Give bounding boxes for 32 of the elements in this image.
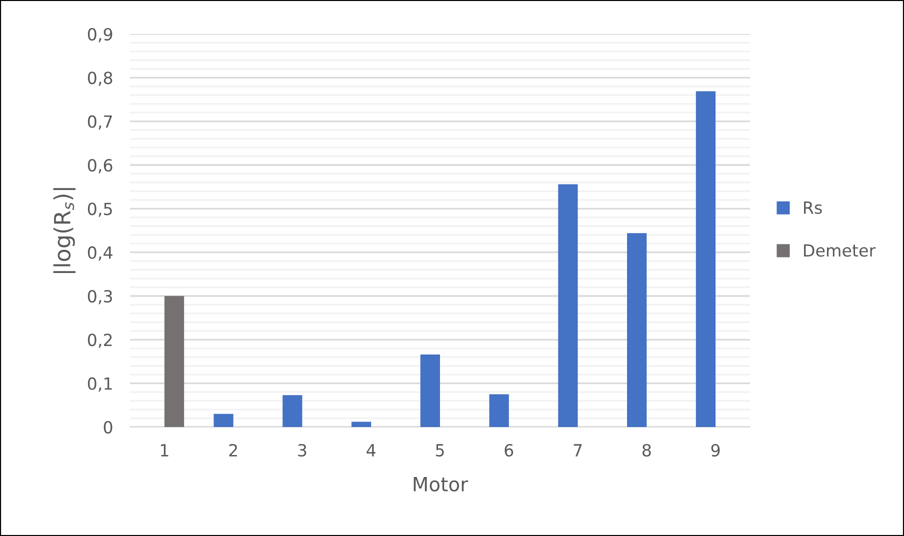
x-tick-label: 6 xyxy=(504,444,514,457)
bar xyxy=(420,354,440,427)
bar xyxy=(558,184,578,427)
bar xyxy=(164,296,184,427)
y-tick-label: 0,4 xyxy=(88,246,112,261)
bar xyxy=(214,414,234,427)
x-tick-label: 2 xyxy=(229,444,237,456)
legend-label: Rs xyxy=(804,202,822,214)
y-tick-label: 0,6 xyxy=(88,158,112,174)
x-tick-label: 4 xyxy=(366,444,376,456)
y-tick-label: 0,1 xyxy=(88,377,112,392)
bar xyxy=(489,394,509,427)
y-tick-label: 0,3 xyxy=(88,290,112,304)
x-tick-label: 9 xyxy=(711,444,720,457)
x-tick-label: 7 xyxy=(574,444,582,456)
y-tick-label: 0 xyxy=(104,420,112,434)
bar xyxy=(282,395,302,427)
bar xyxy=(696,91,716,427)
x-tick-label: 5 xyxy=(436,444,444,457)
x-axis-title: Motor xyxy=(414,477,468,492)
y-tick-label: 0,8 xyxy=(88,72,112,86)
y-axis-title: |log(R$_{s}$)| xyxy=(53,188,76,274)
bar xyxy=(351,422,372,427)
x-tick-label: 3 xyxy=(298,444,306,457)
y-tick-label: 0,7 xyxy=(88,115,112,130)
y-tick-label: 0,2 xyxy=(88,334,112,348)
bar xyxy=(627,233,647,427)
legend-label: Demeter xyxy=(804,244,876,257)
y-tick-label: 0,9 xyxy=(88,28,112,42)
y-tick-label: 0,5 xyxy=(88,202,112,217)
x-tick-label: 8 xyxy=(642,444,651,457)
x-tick-label: 1 xyxy=(160,444,168,456)
